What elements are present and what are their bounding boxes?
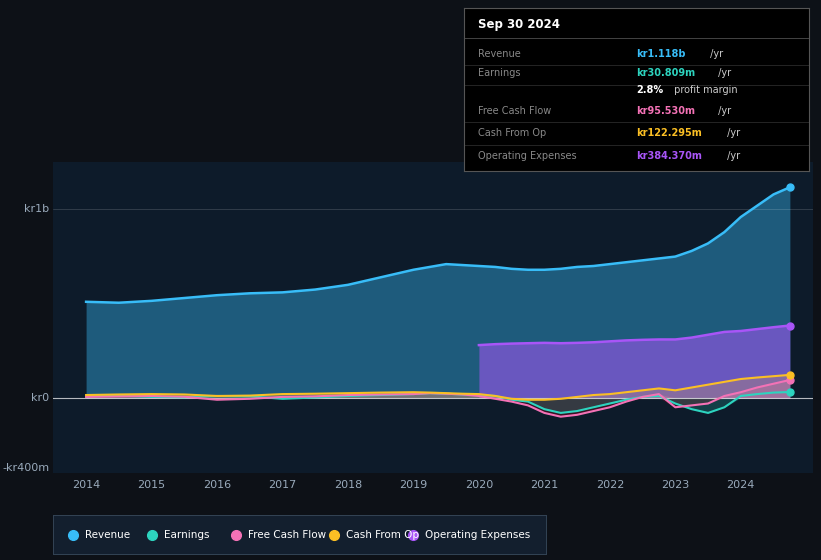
Text: 2023: 2023 (661, 480, 690, 491)
Text: kr1b: kr1b (25, 204, 49, 214)
Text: profit margin: profit margin (672, 85, 738, 95)
Text: Revenue: Revenue (478, 49, 521, 59)
Text: Operating Expenses: Operating Expenses (425, 530, 530, 540)
Text: kr30.809m: kr30.809m (636, 68, 695, 78)
Text: kr95.530m: kr95.530m (636, 106, 695, 116)
Text: /yr: /yr (715, 68, 732, 78)
Text: 2018: 2018 (334, 480, 362, 491)
Text: kr122.295m: kr122.295m (636, 128, 702, 138)
Text: 2019: 2019 (399, 480, 428, 491)
Text: /yr: /yr (724, 128, 741, 138)
Text: 2024: 2024 (727, 480, 755, 491)
Text: Cash From Op: Cash From Op (478, 128, 546, 138)
Text: kr0: kr0 (31, 393, 49, 403)
Text: Free Cash Flow: Free Cash Flow (478, 106, 551, 116)
Text: 2016: 2016 (203, 480, 231, 491)
Text: /yr: /yr (707, 49, 722, 59)
Text: Sep 30 2024: Sep 30 2024 (478, 18, 560, 31)
Text: -kr400m: -kr400m (2, 463, 49, 473)
Text: /yr: /yr (724, 151, 741, 161)
Text: 2022: 2022 (596, 480, 624, 491)
Text: Earnings: Earnings (478, 68, 521, 78)
Text: /yr: /yr (715, 106, 732, 116)
Text: Earnings: Earnings (164, 530, 209, 540)
Text: Free Cash Flow: Free Cash Flow (248, 530, 326, 540)
Text: Revenue: Revenue (85, 530, 131, 540)
Text: 2021: 2021 (530, 480, 558, 491)
Text: Cash From Op: Cash From Op (346, 530, 420, 540)
Text: 2014: 2014 (72, 480, 100, 491)
Text: 2020: 2020 (465, 480, 493, 491)
Text: 2017: 2017 (268, 480, 296, 491)
Text: 2015: 2015 (137, 480, 166, 491)
Text: 2.8%: 2.8% (636, 85, 663, 95)
Text: kr1.118b: kr1.118b (636, 49, 686, 59)
Text: Operating Expenses: Operating Expenses (478, 151, 576, 161)
Text: kr384.370m: kr384.370m (636, 151, 702, 161)
